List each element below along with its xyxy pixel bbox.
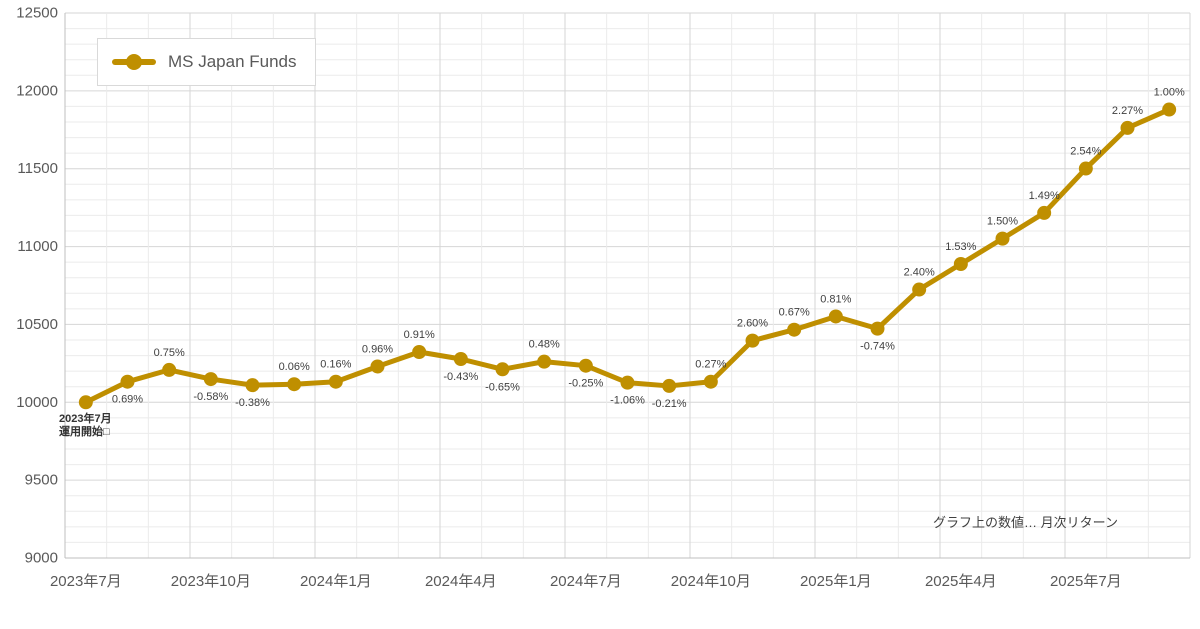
data-point xyxy=(412,344,427,359)
data-label: -0.43% xyxy=(443,371,478,383)
data-label: -0.25% xyxy=(568,378,603,390)
x-tick-label: 2024年10月 xyxy=(671,573,751,590)
footnote: グラフ上の数値… 月次リターン xyxy=(933,515,1118,530)
y-tick-label: 11500 xyxy=(17,160,58,177)
data-label: 2.60% xyxy=(737,318,768,330)
data-label: -1.06% xyxy=(610,395,645,407)
data-point xyxy=(662,378,677,393)
data-label: 2.54% xyxy=(1070,146,1101,158)
data-point xyxy=(912,282,927,297)
data-point xyxy=(370,359,385,374)
data-point xyxy=(162,362,177,377)
data-label: -0.21% xyxy=(652,398,687,410)
data-point xyxy=(495,362,510,377)
data-label: -0.65% xyxy=(485,381,520,393)
data-point xyxy=(1162,102,1177,117)
data-label: 2.27% xyxy=(1112,105,1143,117)
data-point xyxy=(287,377,302,392)
data-label: -0.74% xyxy=(860,341,895,353)
y-tick-label: 9500 xyxy=(25,472,58,489)
x-tick-label: 2025年7月 xyxy=(1050,573,1122,590)
data-label: 0.48% xyxy=(529,339,560,351)
annotation-line1: 2023年7月 xyxy=(59,413,112,425)
data-point xyxy=(578,358,593,373)
data-point xyxy=(787,322,802,337)
data-point xyxy=(1037,205,1052,220)
y-tick-label: 9000 xyxy=(25,550,58,567)
data-label: 0.27% xyxy=(695,359,726,371)
y-tick-label: 10000 xyxy=(16,394,58,411)
data-point xyxy=(995,231,1010,246)
data-label: 0.16% xyxy=(320,359,351,371)
data-label: -0.58% xyxy=(193,391,228,403)
x-tick-label: 2025年4月 xyxy=(925,573,997,590)
data-point xyxy=(1078,161,1093,176)
data-point xyxy=(328,374,343,389)
legend-dot-swatch xyxy=(126,54,142,70)
y-tick-label: 12000 xyxy=(16,82,58,99)
data-point xyxy=(453,351,468,366)
data-point xyxy=(245,378,260,393)
tick-labels: 9000 9500 10000 10500 11000 11500 12000 12500 20… xyxy=(16,5,1121,591)
series-ms-japan-funds xyxy=(78,102,1177,410)
gridlines xyxy=(64,12,1191,558)
data-label: 0.75% xyxy=(154,347,185,359)
x-tick-label: 2023年10月 xyxy=(171,573,251,590)
x-tick-label: 2024年1月 xyxy=(300,573,372,590)
axes xyxy=(64,13,1190,559)
data-point xyxy=(78,395,93,410)
data-point xyxy=(828,309,843,324)
data-label: -0.38% xyxy=(235,397,270,409)
data-label: 1.00% xyxy=(1154,87,1185,99)
data-label: 1.49% xyxy=(1029,190,1060,202)
y-tick-label: 10500 xyxy=(16,316,58,333)
data-label: 0.96% xyxy=(362,343,393,355)
x-tick-label: 2024年4月 xyxy=(425,573,497,590)
data-label: 0.91% xyxy=(404,329,435,341)
data-labels: 0.69% 0.75% -0.58% -0.38% 0.06% 0.16% 0.96% 0.9… xyxy=(112,87,1185,410)
data-point xyxy=(953,257,968,272)
data-point xyxy=(745,333,760,348)
data-point xyxy=(120,374,135,389)
data-label: 1.53% xyxy=(945,241,976,253)
y-tick-label: 12500 xyxy=(16,5,58,22)
data-point xyxy=(1120,120,1135,135)
data-label: 0.81% xyxy=(820,293,851,305)
x-tick-label: 2025年1月 xyxy=(800,573,872,590)
legend: MS Japan Funds xyxy=(97,38,316,86)
x-tick-label: 2023年7月 xyxy=(50,573,122,590)
legend-label: MS Japan Funds xyxy=(168,52,297,71)
data-point xyxy=(537,354,552,369)
data-label: 0.69% xyxy=(112,394,143,406)
data-point xyxy=(620,375,635,390)
inception-annotation: 2023年7月 運用開始□ xyxy=(59,413,112,439)
data-point xyxy=(870,321,885,336)
data-point xyxy=(203,372,218,387)
x-tick-label: 2024年7月 xyxy=(550,573,622,590)
data-label: 0.06% xyxy=(279,361,310,373)
data-label: 0.67% xyxy=(779,307,810,319)
data-point xyxy=(703,374,718,389)
annotation-line2: 運用開始□ xyxy=(59,426,110,438)
y-tick-label: 11000 xyxy=(17,238,58,255)
series-marker-icon xyxy=(98,39,168,85)
data-label: 1.50% xyxy=(987,216,1018,228)
data-label: 2.40% xyxy=(904,267,935,279)
